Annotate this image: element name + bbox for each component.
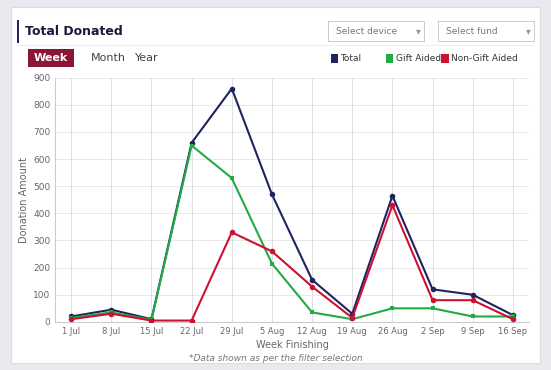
Y-axis label: Donation Amount: Donation Amount [19,157,29,243]
Text: Non-Gift Aided: Non-Gift Aided [451,54,517,63]
Text: ▾: ▾ [416,26,421,36]
Text: Total: Total [341,54,361,63]
Text: Year: Year [135,53,159,63]
Text: Gift Aided: Gift Aided [396,54,441,63]
X-axis label: Week Finishing: Week Finishing [256,340,328,350]
Text: ▾: ▾ [526,26,531,36]
Text: Select fund: Select fund [446,27,498,36]
Text: Week: Week [34,53,68,63]
Text: *Data shown as per the filter selection: *Data shown as per the filter selection [188,354,363,363]
Text: Month: Month [91,53,126,63]
Text: Total Donated: Total Donated [25,25,122,38]
Text: Select device: Select device [336,27,397,36]
